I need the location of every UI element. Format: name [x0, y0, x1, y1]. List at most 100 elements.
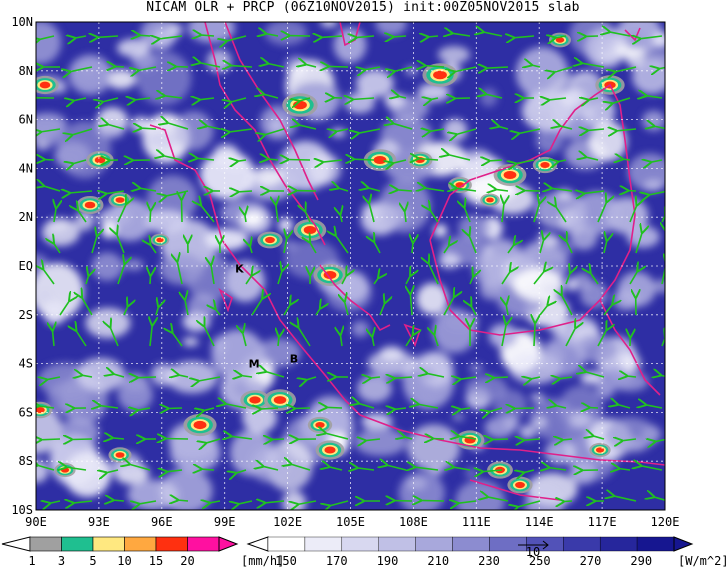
- wind-arrow: [635, 232, 642, 254]
- cloud-patch: [398, 471, 445, 510]
- wind-arrow: [110, 327, 119, 347]
- wind-arrow: [335, 235, 349, 254]
- wind-arrow: [105, 191, 125, 194]
- cloud-patch: [433, 224, 448, 238]
- cloud-patch: [479, 88, 498, 107]
- wind-arrow: [267, 159, 279, 160]
- marker-label: B: [290, 353, 298, 366]
- wind-arrow: [137, 377, 157, 378]
- cloud-patch: [589, 375, 602, 382]
- cloud-patch: [354, 428, 407, 456]
- wind-arrow: [394, 408, 407, 409]
- wind-arrow: [365, 439, 381, 441]
- wind-arrow: [288, 160, 311, 161]
- wind-arrow: [123, 305, 128, 316]
- olr-colorbar: 150 170 190 210 230 250 270 290 [W/m^2] 10: [246, 536, 726, 568]
- wind-arrow: [117, 203, 127, 223]
- wind-arrow: [373, 277, 379, 285]
- colorbar-high-end: [218, 536, 239, 552]
- cloud-patch: [443, 118, 468, 142]
- cloud-patch: [473, 253, 514, 288]
- wind-arrow: [321, 36, 343, 37]
- wind-arrow: [559, 377, 573, 379]
- wind-arrow: [640, 36, 663, 39]
- wind-arrow: [646, 96, 663, 98]
- wind-arrow: [653, 497, 665, 501]
- wind-arrow: [588, 98, 599, 100]
- cloud-patch: [538, 232, 551, 240]
- wind-arrow: [585, 372, 605, 378]
- wind-arrow: [309, 242, 317, 254]
- cloud-patch: [106, 69, 137, 89]
- wind-arrow: [555, 405, 567, 408]
- precip-tick-label: 5: [89, 554, 96, 568]
- precip-cell: [156, 237, 164, 243]
- precip-tick-label: 1: [28, 554, 35, 568]
- olr-color-swatch: [452, 536, 490, 552]
- wind-arrow: [539, 305, 548, 316]
- cloud-patch: [278, 218, 293, 233]
- wind-arrow: [245, 214, 246, 223]
- wind-arrow: [335, 129, 349, 132]
- olr-tick-label: 290: [630, 554, 652, 568]
- wind-arrow: [486, 67, 509, 68]
- cloud-patch: [159, 252, 204, 285]
- wind-arrow: [562, 439, 573, 440]
- olr-color-swatch: [599, 536, 638, 552]
- olr-color-swatch: [415, 536, 453, 552]
- cloud-patch: [205, 228, 249, 251]
- wind-arrow: [617, 404, 631, 409]
- wind-arrow: [518, 128, 541, 134]
- wind-arrow: [150, 275, 151, 285]
- wind-arrow: [501, 324, 506, 347]
- precip-cell: [515, 481, 525, 489]
- precip-cell: [115, 452, 125, 458]
- wind-arrow: [340, 214, 342, 223]
- precip-cell: [94, 156, 106, 164]
- graticule-grid: [36, 22, 665, 510]
- wind-arrow: [426, 373, 445, 378]
- wind-arrow: [551, 188, 573, 191]
- wind-arrow: [548, 98, 567, 100]
- wind-arrow: [185, 299, 188, 316]
- wind-arrow: [581, 63, 605, 68]
- wind-arrow: [37, 465, 55, 471]
- wind-arrow: [555, 36, 567, 38]
- precip-color-swatch: [92, 536, 125, 552]
- latitude-axis: 10N 8N 6N 4N 2N EQ 2S 4S 6S 8S 10S: [11, 15, 33, 517]
- wind-arrow: [483, 32, 503, 37]
- cloud-patch: [402, 353, 455, 409]
- cloud-patch: [127, 479, 179, 510]
- cloud-patch: [437, 46, 471, 64]
- wind-arrow: [597, 329, 607, 347]
- lon-tick-label: 120E: [651, 515, 680, 529]
- wind-arrow: [206, 126, 221, 129]
- cloud-patch: [333, 27, 367, 63]
- lon-tick-label: 114E: [525, 515, 554, 529]
- lat-tick-label: 8N: [19, 64, 33, 78]
- cloud-patch: [308, 153, 341, 186]
- wind-arrow: [555, 206, 567, 223]
- cloud-patch: [76, 358, 125, 392]
- wind-arrow: [370, 377, 381, 378]
- wind-arrow: [43, 268, 55, 285]
- wind-arrow: [200, 205, 215, 223]
- wind-arrow: [113, 374, 125, 378]
- cloud-patch: [407, 424, 460, 471]
- cloud-patch: [549, 318, 566, 336]
- cloud-patch: [512, 268, 564, 301]
- wind-arrow: [199, 98, 215, 100]
- wind-arrow: [91, 235, 97, 254]
- wind-arrow: [557, 160, 567, 162]
- wind-arrow: [658, 67, 665, 69]
- cloud-patch: [144, 131, 177, 149]
- wind-arrow: [412, 242, 413, 254]
- wind-arrow: [267, 63, 285, 68]
- cloud-patch: [211, 329, 265, 381]
- wind-arrow: [369, 202, 375, 223]
- cloud-patch: [530, 393, 545, 402]
- wind-arrow: [112, 438, 125, 439]
- wind-arrow: [469, 235, 477, 254]
- cloud-patch: [572, 272, 592, 290]
